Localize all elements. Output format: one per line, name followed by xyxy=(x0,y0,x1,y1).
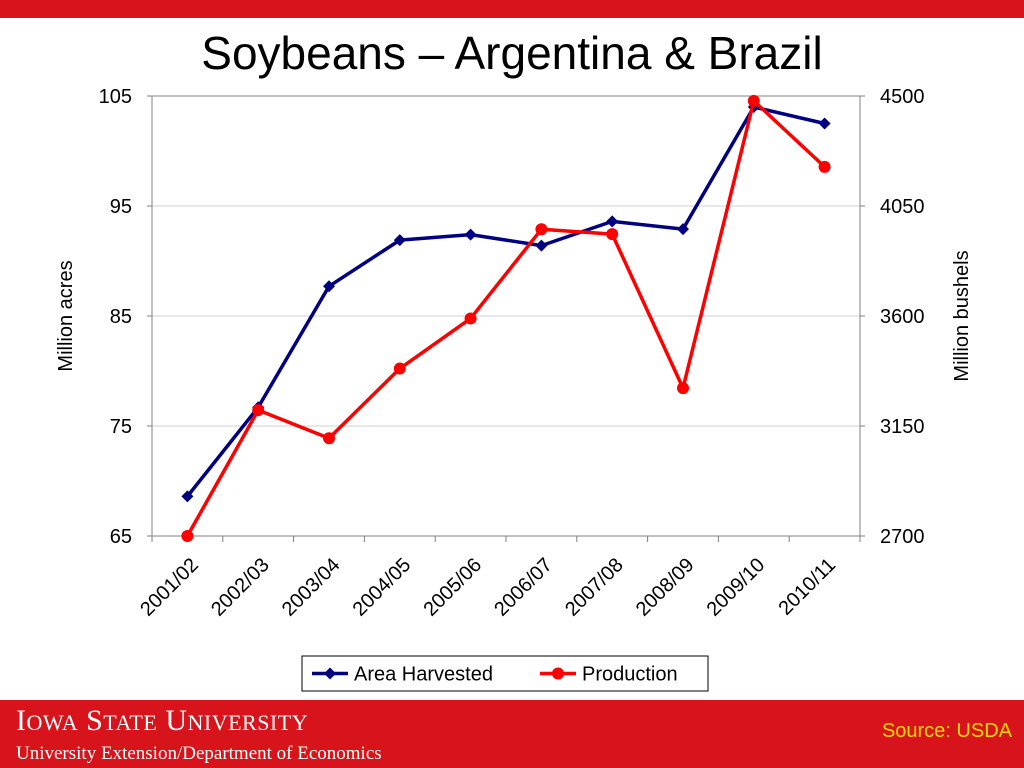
legend-marker xyxy=(324,667,336,680)
univ-rest-2: TATE xyxy=(103,710,158,735)
y-right-tick-label: 4500 xyxy=(880,86,925,108)
x-tick-label: 2001/02 xyxy=(136,554,203,621)
x-tick-label: 2005/06 xyxy=(419,554,486,621)
y-left-tick-label: 65 xyxy=(110,526,132,548)
footer: IOWA STATE UNIVERSITY University Extensi… xyxy=(0,700,1024,768)
x-tick-label: 2007/08 xyxy=(561,554,628,621)
data-point-area-harvested xyxy=(464,228,477,241)
data-point-production xyxy=(464,312,477,325)
source-text: Source: USDA xyxy=(881,720,1012,742)
y-left-tick-label: 75 xyxy=(110,416,132,438)
y-right-tick-label: 2700 xyxy=(880,526,925,548)
data-point-production xyxy=(323,432,335,445)
data-point-area-harvested xyxy=(677,223,689,236)
legend-label: Area Harvested xyxy=(354,664,493,686)
x-tick-label: 2010/11 xyxy=(775,554,841,620)
y-right-tick-label: 3600 xyxy=(880,306,925,328)
legend-box xyxy=(301,655,709,692)
y-right-tick-label: 3150 xyxy=(880,416,925,438)
y-right-tick-label: 4050 xyxy=(880,196,925,218)
data-point-area-harvested xyxy=(393,234,406,247)
x-tick-label: 2009/10 xyxy=(703,554,770,621)
data-point-production xyxy=(606,228,619,241)
data-point-production xyxy=(181,530,194,542)
slide-title: Soybeans – Argentina & Brazil xyxy=(201,27,823,79)
data-point-production xyxy=(252,404,265,417)
university-logo-text: IOWA STATE UNIVERSITY xyxy=(16,704,308,738)
data-point-production xyxy=(818,160,831,173)
y-left-tick-label: 105 xyxy=(99,86,132,108)
y-left-tick-label: 95 xyxy=(110,196,132,218)
legend-label: Production xyxy=(582,664,678,686)
x-tick-label: 2008/09 xyxy=(632,554,699,621)
y-right-axis-label: Million bushels xyxy=(951,250,973,381)
legend-marker xyxy=(552,667,564,680)
univ-letter-3: U xyxy=(165,704,188,737)
univ-letter-1: I xyxy=(16,704,27,737)
univ-letter-2: S xyxy=(86,704,104,737)
univ-rest-1: OWA xyxy=(26,710,79,735)
x-tick-label: 2003/04 xyxy=(278,554,345,621)
department-text: University Extension/Department of Econo… xyxy=(16,743,382,764)
data-point-area-harvested xyxy=(323,280,335,293)
x-tick-label: 2002/03 xyxy=(207,554,274,621)
data-point-production xyxy=(747,94,760,107)
y-left-tick-label: 85 xyxy=(110,306,132,328)
data-point-area-harvested xyxy=(606,215,619,228)
data-point-area-harvested xyxy=(181,490,194,503)
data-point-production xyxy=(535,223,548,236)
series-line-area-harvested xyxy=(186,105,825,498)
data-point-production xyxy=(677,382,689,395)
series-line-production xyxy=(185,99,826,537)
data-point-production xyxy=(393,362,406,375)
data-point-area-harvested xyxy=(818,117,831,130)
x-tick-label: 2004/05 xyxy=(349,554,416,621)
x-tick-label: 2006/07 xyxy=(490,554,557,621)
top-bar xyxy=(0,0,1024,18)
y-left-axis-label: Million acres xyxy=(55,260,77,371)
univ-rest-3: NIVERSITY xyxy=(187,710,309,735)
data-point-area-harvested xyxy=(535,239,548,252)
